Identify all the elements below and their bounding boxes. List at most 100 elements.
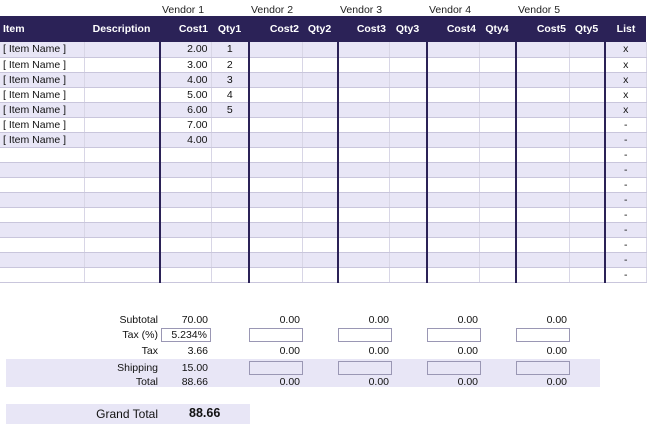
cost1-cell[interactable]: 5.00	[159, 87, 212, 103]
cost3-cell[interactable]	[337, 207, 390, 223]
list-cell[interactable]: x	[604, 102, 647, 118]
list-cell[interactable]: -	[604, 177, 647, 193]
qty2-cell[interactable]	[302, 267, 339, 283]
cost5-cell[interactable]	[515, 102, 570, 118]
cost1-cell[interactable]: 4.00	[159, 72, 212, 88]
qty5-cell[interactable]	[569, 102, 606, 118]
qty5-cell[interactable]	[569, 237, 606, 253]
qty5-cell[interactable]	[569, 72, 606, 88]
cost1-cell[interactable]: 4.00	[159, 132, 212, 148]
cost3-cell[interactable]	[337, 102, 390, 118]
cost2-cell[interactable]	[248, 42, 303, 58]
qty2-cell[interactable]	[302, 237, 339, 253]
v2-shipping-input[interactable]	[249, 361, 303, 375]
cost3-cell[interactable]	[337, 267, 390, 283]
cost2-cell[interactable]	[248, 102, 303, 118]
cost3-cell[interactable]	[337, 192, 390, 208]
list-cell[interactable]: -	[604, 147, 647, 163]
qty5-cell[interactable]	[569, 252, 606, 268]
qty2-cell[interactable]	[302, 57, 339, 73]
list-cell[interactable]: -	[604, 192, 647, 208]
qty1-cell[interactable]	[211, 147, 250, 163]
item-cell[interactable]: [ Item Name ]	[0, 57, 85, 73]
item-cell[interactable]	[0, 162, 85, 178]
qty2-cell[interactable]	[302, 72, 339, 88]
cost1-cell[interactable]	[159, 252, 212, 268]
qty3-cell[interactable]	[389, 72, 428, 88]
list-cell[interactable]: -	[604, 117, 647, 133]
qty4-cell[interactable]	[479, 207, 517, 223]
description-cell[interactable]	[84, 42, 161, 58]
cost2-cell[interactable]	[248, 222, 303, 238]
qty4-cell[interactable]	[479, 57, 517, 73]
qty1-cell[interactable]	[211, 207, 250, 223]
qty4-cell[interactable]	[479, 237, 517, 253]
cost1-cell[interactable]: 6.00	[159, 102, 212, 118]
cost5-cell[interactable]	[515, 57, 570, 73]
qty5-cell[interactable]	[569, 57, 606, 73]
cost2-cell[interactable]	[248, 192, 303, 208]
description-cell[interactable]	[84, 72, 161, 88]
cost1-cell[interactable]	[159, 222, 212, 238]
qty3-cell[interactable]	[389, 117, 428, 133]
qty2-cell[interactable]	[302, 192, 339, 208]
cost4-cell[interactable]	[426, 267, 480, 283]
cost1-cell[interactable]: 3.00	[159, 57, 212, 73]
v5-shipping-input[interactable]	[516, 361, 570, 375]
cost4-cell[interactable]	[426, 132, 480, 148]
qty3-cell[interactable]	[389, 177, 428, 193]
item-cell[interactable]: [ Item Name ]	[0, 87, 85, 103]
qty1-cell[interactable]	[211, 192, 250, 208]
cost1-cell[interactable]	[159, 207, 212, 223]
cost2-cell[interactable]	[248, 252, 303, 268]
qty4-cell[interactable]	[479, 42, 517, 58]
qty3-cell[interactable]	[389, 102, 428, 118]
cost2-cell[interactable]	[248, 207, 303, 223]
qty1-cell[interactable]	[211, 177, 250, 193]
description-cell[interactable]	[84, 57, 161, 73]
cost3-cell[interactable]	[337, 177, 390, 193]
cost4-cell[interactable]	[426, 117, 480, 133]
description-cell[interactable]	[84, 222, 161, 238]
item-cell[interactable]	[0, 147, 85, 163]
cost1-cell[interactable]	[159, 177, 212, 193]
qty1-cell[interactable]: 2	[211, 57, 250, 73]
v5-tax-pct-input[interactable]	[516, 328, 570, 342]
qty4-cell[interactable]	[479, 177, 517, 193]
item-cell[interactable]	[0, 237, 85, 253]
item-cell[interactable]	[0, 267, 85, 283]
cost3-cell[interactable]	[337, 117, 390, 133]
item-cell[interactable]	[0, 252, 85, 268]
qty4-cell[interactable]	[479, 147, 517, 163]
v3-tax-pct-input[interactable]	[338, 328, 392, 342]
list-cell[interactable]: -	[604, 222, 647, 238]
item-cell[interactable]: [ Item Name ]	[0, 42, 85, 58]
cost3-cell[interactable]	[337, 57, 390, 73]
qty2-cell[interactable]	[302, 252, 339, 268]
list-cell[interactable]: x	[604, 72, 647, 88]
qty1-cell[interactable]: 4	[211, 87, 250, 103]
cost2-cell[interactable]	[248, 147, 303, 163]
description-cell[interactable]	[84, 132, 161, 148]
qty4-cell[interactable]	[479, 117, 517, 133]
qty1-cell[interactable]: 5	[211, 102, 250, 118]
qty4-cell[interactable]	[479, 102, 517, 118]
cost3-cell[interactable]	[337, 237, 390, 253]
description-cell[interactable]	[84, 87, 161, 103]
item-cell[interactable]	[0, 192, 85, 208]
cost5-cell[interactable]	[515, 192, 570, 208]
item-cell[interactable]: [ Item Name ]	[0, 102, 85, 118]
cost4-cell[interactable]	[426, 147, 480, 163]
description-cell[interactable]	[84, 192, 161, 208]
description-cell[interactable]	[84, 117, 161, 133]
cost2-cell[interactable]	[248, 132, 303, 148]
item-cell[interactable]: [ Item Name ]	[0, 117, 85, 133]
qty5-cell[interactable]	[569, 177, 606, 193]
list-cell[interactable]: -	[604, 237, 647, 253]
cost1-cell[interactable]: 2.00	[159, 42, 212, 58]
cost4-cell[interactable]	[426, 252, 480, 268]
cost1-cell[interactable]	[159, 192, 212, 208]
qty3-cell[interactable]	[389, 57, 428, 73]
v1-tax-pct-input[interactable]: 5.234%	[161, 328, 211, 342]
qty3-cell[interactable]	[389, 87, 428, 103]
